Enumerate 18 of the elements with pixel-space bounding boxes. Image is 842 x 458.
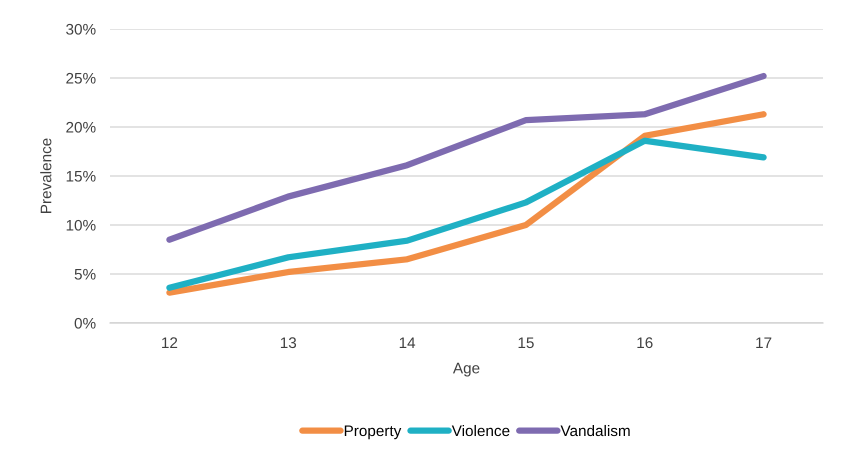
legend-label: Violence xyxy=(452,424,510,436)
x-axis-title: Age xyxy=(452,362,480,376)
x-tick-label: 14 xyxy=(400,337,416,348)
legend-label: Vandalism xyxy=(560,424,630,436)
y-tick-label: 5% xyxy=(74,268,96,280)
legend-label: Property xyxy=(344,426,402,440)
y-tick-label: 25% xyxy=(66,72,96,84)
y-tick-label: 0% xyxy=(74,318,96,329)
x-tick-label: 13 xyxy=(280,337,296,348)
y-axis-title: Prevalence xyxy=(40,138,52,213)
y-tick-label: 30% xyxy=(66,24,96,35)
y-tick-label: 20% xyxy=(66,122,96,133)
x-tick-label: 12 xyxy=(162,337,178,348)
x-tick-label: 17 xyxy=(756,337,772,348)
x-tick-label: 15 xyxy=(518,337,534,348)
y-tick-label: 15% xyxy=(66,170,96,182)
x-tick-label: 16 xyxy=(637,337,653,348)
y-tick-label: 10% xyxy=(66,220,96,231)
